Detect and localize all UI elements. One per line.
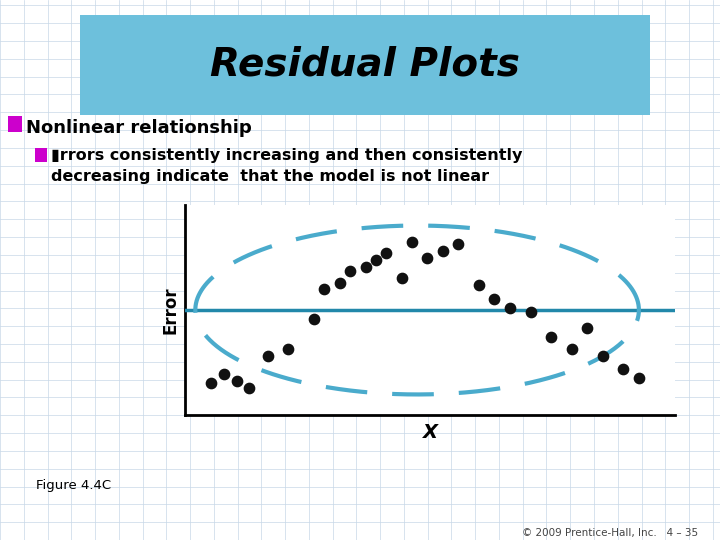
Point [380, 248, 392, 257]
Point [334, 278, 346, 287]
Point [218, 369, 230, 378]
Point [422, 253, 433, 262]
Point [308, 315, 320, 323]
Point [525, 308, 536, 316]
X-axis label: X: X [423, 423, 438, 442]
Point [473, 281, 485, 289]
Text: Residual Plots: Residual Plots [210, 46, 520, 84]
Point [582, 324, 593, 333]
Point [205, 379, 217, 387]
Point [597, 352, 608, 360]
Point [633, 374, 644, 383]
Text: decreasing indicate  that the model is not linear: decreasing indicate that the model is no… [51, 170, 489, 185]
Y-axis label: Error: Error [161, 286, 179, 334]
Text: Figure 4.4C: Figure 4.4C [36, 478, 111, 492]
Point [546, 333, 557, 342]
Text: © 2009 Prentice-Hall, Inc.   4 – 35: © 2009 Prentice-Hall, Inc. 4 – 35 [522, 528, 698, 538]
Point [566, 345, 577, 353]
Point [344, 267, 356, 275]
Point [282, 345, 294, 353]
Text: ▮rrors consistently increasing and then consistently: ▮rrors consistently increasing and then … [51, 148, 523, 163]
Point [231, 376, 243, 385]
Point [618, 365, 629, 374]
Point [370, 255, 382, 264]
Point [318, 285, 330, 294]
Point [453, 239, 464, 248]
Point [406, 237, 418, 246]
Point [504, 303, 516, 312]
Text: Nonlinear relationship: Nonlinear relationship [26, 119, 252, 137]
Point [437, 246, 449, 255]
Point [360, 262, 372, 271]
Point [396, 274, 408, 282]
Point [262, 352, 274, 360]
Point [243, 383, 255, 392]
Point [489, 294, 500, 303]
